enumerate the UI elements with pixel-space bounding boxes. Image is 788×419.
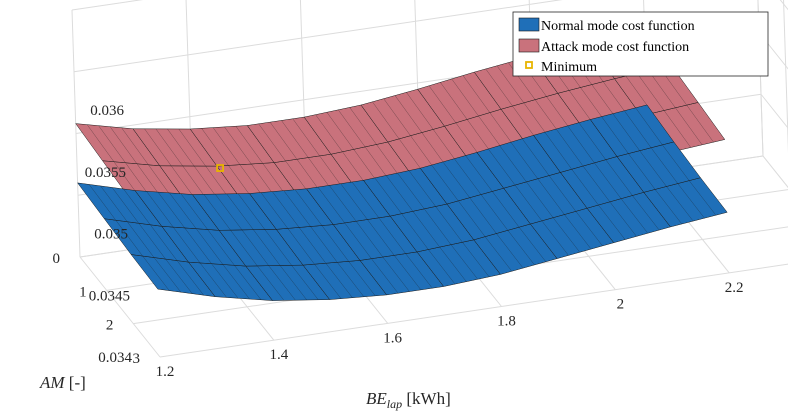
surface-hatch-normal — [431, 164, 512, 272]
x-tick-label: 1.6 — [383, 330, 402, 346]
surface-hatch-normal — [544, 132, 626, 240]
surface-hatch-normal — [522, 138, 603, 247]
gridline-side-y — [783, 0, 788, 154]
legend-label-minimum: Minimum — [541, 60, 597, 75]
gridline-side-z — [758, 32, 788, 70]
surface-hatch-normal — [123, 188, 204, 296]
x-tick-label: 2.2 — [725, 280, 744, 296]
legend-label-attack: Attack mode cost function — [541, 40, 689, 55]
surface-hatch-normal — [386, 175, 467, 282]
surface-hatch-normal — [624, 110, 705, 219]
y-axis-label: AM [-] — [39, 373, 86, 392]
gridline-floor-y — [159, 263, 788, 358]
surface-hatch-normal — [556, 128, 637, 237]
y-tick-label: 1 — [79, 284, 87, 300]
legend-box — [512, 11, 769, 77]
gridline-floor-x — [79, 256, 161, 358]
minimum-marker — [216, 164, 224, 172]
gridline-back-z — [71, 0, 144, 11]
surface-hatch-normal — [374, 177, 456, 285]
z-tick-label: 0.036 — [90, 103, 124, 119]
x-axis-label-subscript: lap — [387, 397, 402, 411]
surface-hatch-normal — [488, 148, 569, 256]
surface-hatch-normal — [294, 189, 376, 297]
z-tick-label: 0.0345 — [89, 288, 130, 304]
surface-hatch-normal — [146, 191, 227, 298]
surface-layer — [75, 28, 728, 301]
surface-hatch-normal — [111, 187, 193, 294]
x-axis-label-name: BE — [366, 389, 387, 408]
legend: Normal mode cost function Attack mode co… — [512, 11, 769, 77]
surface-hatch-normal — [351, 181, 433, 289]
x-axis-label-unit: [kWh] — [402, 389, 451, 408]
surface-hatch-normal — [612, 113, 694, 222]
x-axis-label: BElap [kWh] — [366, 389, 451, 411]
legend-swatch-normal — [518, 17, 540, 32]
y-tick-label: 3 — [133, 351, 141, 367]
surface-hatch-normal — [442, 161, 524, 269]
surface-patch-normal — [590, 104, 675, 157]
surface-hatch-normal — [203, 194, 285, 301]
legend-label-normal: Normal mode cost function — [541, 19, 695, 34]
y-axis-label-name: AM — [39, 373, 65, 392]
surface-hatch-normal — [283, 190, 365, 297]
surface-hatch-normal — [408, 170, 490, 277]
surface-hatch-normal — [260, 192, 342, 299]
surface-hatch-normal — [180, 193, 262, 301]
gridline-side-z — [760, 93, 788, 129]
x-tick-label: 1.2 — [156, 364, 175, 380]
gridline-floor-x — [762, 155, 788, 189]
surface-hatch-normal — [499, 145, 580, 253]
gridline-back-z — [73, 0, 563, 73]
surface-hatch-normal — [226, 193, 307, 301]
tick-layer: 0.034 0.0345 0.035 0.0355 0.036 1.2 1.4 1.6 1.8 2… — [53, 103, 744, 380]
surface-hatch-normal — [510, 142, 592, 250]
surface-hatch-normal — [169, 192, 250, 300]
y-tick-label: 2 — [106, 318, 114, 334]
surface-hatch-normal — [237, 193, 319, 300]
surface-hatch-normal — [397, 172, 478, 280]
surface-hatch-normal — [157, 191, 239, 299]
surface-hatch-normal — [215, 193, 296, 301]
surface-hatch-normal — [465, 155, 546, 262]
legend-marker-minimum — [525, 61, 533, 69]
surface-hatch-normal — [329, 185, 410, 292]
surface-hatch-normal — [88, 184, 170, 291]
surface-hatch-normal — [100, 185, 181, 293]
surface-normal — [77, 104, 728, 301]
surface-hatch-normal — [601, 116, 682, 225]
gridline-side-z — [755, 0, 788, 9]
x-tick-label: 1.4 — [269, 347, 288, 363]
x-tick-label: 1.8 — [497, 314, 516, 330]
z-tick-label: 0.034 — [98, 350, 132, 366]
z-tick-label: 0.0355 — [85, 165, 126, 181]
legend-swatch-attack — [518, 38, 540, 53]
surface-hatch-normal — [340, 183, 422, 291]
x-tick-label: 2 — [617, 297, 625, 313]
surface-hatch-normal — [272, 191, 353, 298]
surface-hatch-normal — [567, 125, 648, 234]
surface-hatch-normal — [454, 158, 535, 266]
z-tick-label: 0.035 — [94, 227, 128, 243]
surface-hatch-normal — [578, 122, 660, 231]
y-tick-label: 0 — [53, 251, 61, 267]
surface-hatch-normal — [317, 186, 399, 294]
y-axis-label-unit: [-] — [65, 373, 86, 392]
surface-hatch-normal — [635, 107, 717, 216]
